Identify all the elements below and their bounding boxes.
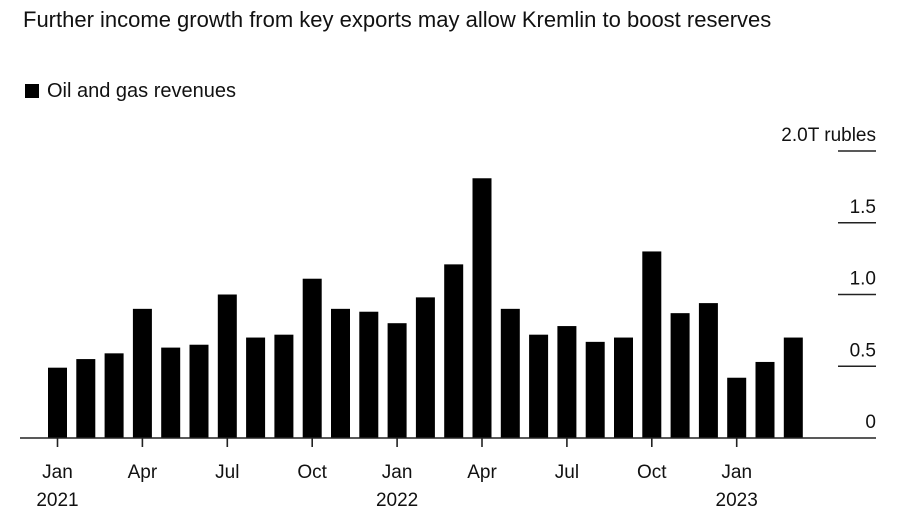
bar-2022-12 [698, 303, 718, 438]
bar-2023-03 [783, 337, 803, 438]
x-tick-year-label: 2023 [716, 490, 758, 510]
bar-2021-03 [104, 353, 124, 438]
bar-2022-04 [472, 178, 492, 438]
y-tick-label: 2.0T rubles [781, 125, 876, 146]
bar-2021-12 [359, 311, 379, 438]
bar-2021-08 [246, 337, 266, 438]
y-tick-label: 1.5 [850, 197, 876, 218]
bar-2021-10 [302, 278, 322, 438]
y-tick-label: 1.0 [850, 269, 876, 290]
bar-2022-02 [415, 297, 435, 438]
bar-2022-10 [642, 251, 662, 438]
bar-2023-02 [755, 361, 775, 438]
bar-2021-11 [331, 308, 350, 438]
x-tick-month-label: Apr [128, 462, 158, 483]
x-tick-month-label: Jul [555, 462, 579, 483]
x-tick-month-label: Jan [382, 462, 413, 483]
legend-swatch [25, 84, 39, 98]
bar-2022-03 [444, 264, 464, 438]
y-axis: 0 0.5 1.0 1.5 2.0T rubles [781, 125, 876, 433]
bar-2022-06 [529, 334, 549, 438]
bar-2021-02 [76, 359, 96, 438]
bar-2022-09 [614, 337, 633, 438]
x-tick-month-label: Oct [297, 462, 327, 483]
bar-2021-09 [274, 334, 294, 438]
legend-label: Oil and gas revenues [47, 80, 237, 102]
bar-2022-08 [585, 341, 605, 438]
x-tick-year-label: 2022 [376, 490, 418, 510]
x-tick-month-label: Oct [637, 462, 667, 483]
bar-2021-07 [217, 294, 237, 438]
bar-2023-01 [727, 377, 747, 438]
x-axis: Jan 2021 Apr Jul Oct Jan 2022 Apr Jul Oct Jan 2023 [20, 437, 876, 510]
bar-2021-05 [161, 347, 181, 438]
x-tick-month-label: Jul [215, 462, 239, 483]
y-tick-label: 0 [865, 412, 876, 433]
bars [48, 178, 803, 438]
x-tick-month-label: Apr [467, 462, 497, 483]
bar-2022-11 [670, 313, 690, 438]
legend: Oil and gas revenues [25, 78, 236, 104]
x-tick-month-label: Jan [721, 462, 752, 483]
bar-2022-01 [387, 323, 407, 438]
y-tick-label: 0.5 [850, 340, 876, 361]
bar-2021-04 [132, 308, 152, 438]
bar-2022-07 [557, 326, 577, 438]
chart-title: Further income growth from key exports m… [23, 7, 772, 32]
bar-2022-05 [500, 308, 520, 438]
bar-2021-01 [48, 367, 67, 438]
x-tick-year-label: 2021 [36, 490, 78, 510]
x-tick-month-label: Jan [42, 462, 73, 483]
bar-2021-06 [189, 344, 209, 438]
